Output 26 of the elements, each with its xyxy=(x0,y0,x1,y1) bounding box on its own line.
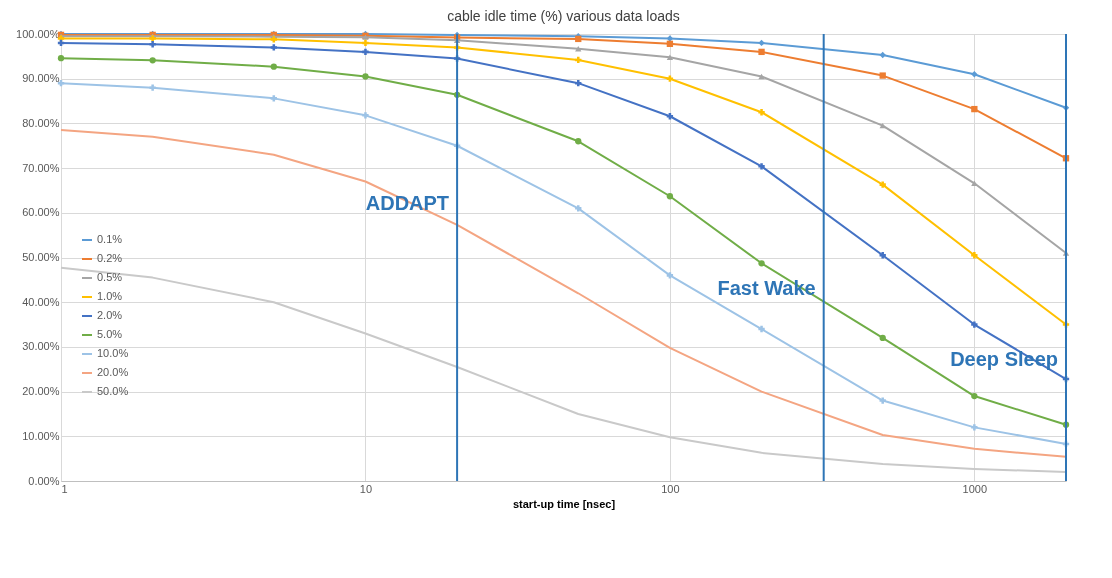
legend-label: 1.0% xyxy=(97,290,123,302)
y-tick-label: 40.00% xyxy=(22,295,60,308)
legend-label: 0.2% xyxy=(97,252,123,264)
x-tick-label: 1 xyxy=(61,482,68,495)
legend-label: 2.0% xyxy=(97,309,123,321)
y-tick-label: 10.00% xyxy=(22,429,60,442)
y-tick-label: 90.00% xyxy=(22,72,60,85)
y-tick-label: 20.00% xyxy=(22,385,60,398)
legend-label: 50.0% xyxy=(97,385,129,397)
y-tick-label: 100.00% xyxy=(16,27,60,40)
legend-label: 10.0% xyxy=(97,347,129,359)
x-tick-label: 1000 xyxy=(962,482,988,495)
x-tick-label: 10 xyxy=(359,482,373,495)
legend-label: 5.0% xyxy=(97,328,123,340)
legend-label: 0.1% xyxy=(97,233,123,245)
legend-label: 0.5% xyxy=(97,271,123,283)
x-tick-label: 100 xyxy=(661,482,680,495)
y-tick-label: 50.00% xyxy=(22,251,60,263)
y-tick-label: 70.00% xyxy=(22,161,60,174)
y-tick-label: 0.00% xyxy=(28,474,60,487)
chart-title: cable idle time (%) various data loads xyxy=(447,8,680,24)
x-axis-title: start-up time [nsec] xyxy=(512,497,616,510)
y-tick-label: 60.00% xyxy=(22,206,60,219)
y-tick-label: 80.00% xyxy=(22,116,60,129)
y-tick-label: 30.00% xyxy=(22,340,60,353)
legend-label: 20.0% xyxy=(97,366,129,378)
